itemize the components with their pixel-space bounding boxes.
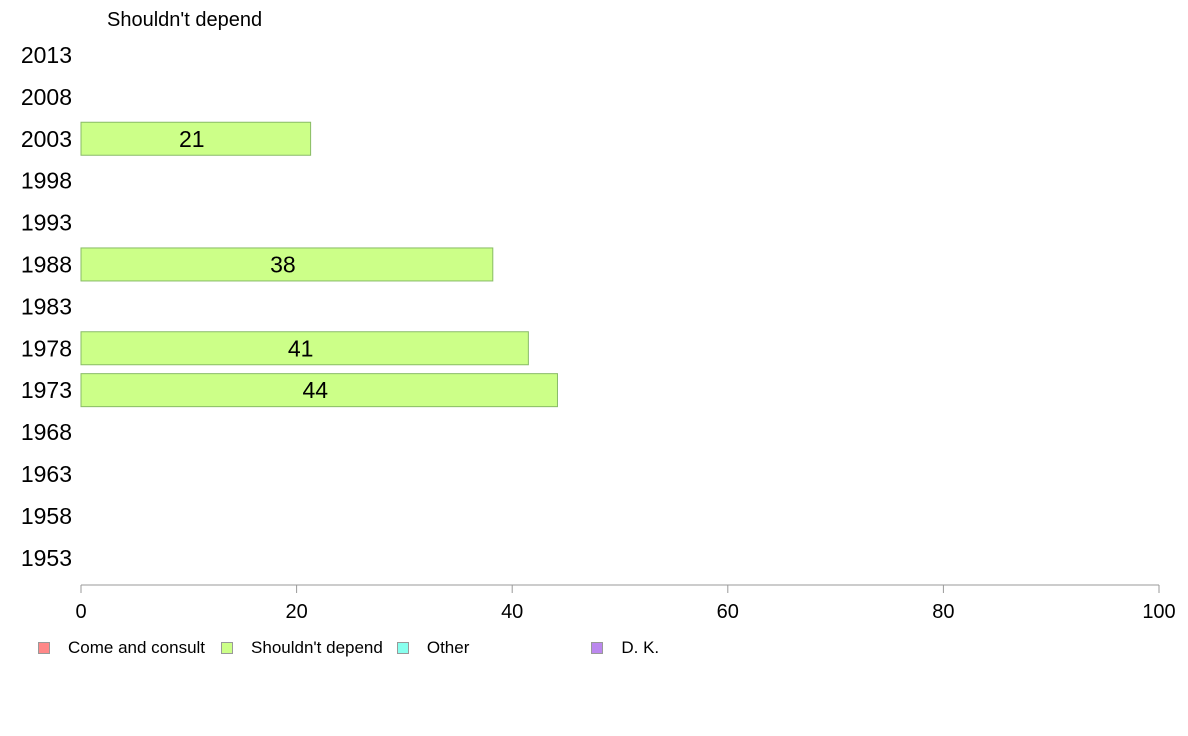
x-axis: 0 20 40 60 80 100: [75, 584, 1176, 623]
legend-item-come-and-consult: Come and consult: [38, 638, 205, 658]
y-tick-label: 1988: [21, 251, 72, 277]
y-tick-label: 1958: [21, 503, 72, 529]
x-tick-label: 0: [75, 601, 86, 623]
bar: [80, 373, 558, 408]
y-tick-label: 1983: [21, 293, 72, 319]
legend-swatch: [221, 642, 234, 654]
y-tick-label: 2008: [21, 84, 72, 110]
y-tick-label: 1973: [21, 377, 72, 403]
bar: [80, 331, 529, 366]
legend-label: Shouldn't depend: [251, 638, 383, 657]
y-axis-ticks: 2013 2008 2003 1998 1993 1988 1983 1978 1973 1968…: [21, 42, 72, 571]
legend-swatch: [38, 642, 50, 654]
legend-item-dk: D. K.: [591, 638, 659, 658]
x-tick-label: 20: [285, 601, 307, 623]
chart-title: Shouldn't depend: [107, 9, 262, 31]
bar-data-label: 44: [302, 377, 328, 403]
x-tick-label: 40: [501, 601, 523, 623]
legend-swatch: [396, 642, 409, 654]
y-tick-label: 1993: [21, 210, 72, 236]
y-tick-label: 1963: [21, 461, 72, 487]
legend: Come and consult Shouldn't depend Other …: [38, 638, 673, 658]
bars: 21 38 41 44: [80, 121, 558, 408]
y-tick-label: 1968: [21, 419, 72, 445]
y-tick-label: 2013: [21, 42, 72, 68]
legend-swatch: [591, 642, 604, 654]
bar-data-label: 21: [179, 126, 205, 152]
legend-label: Come and consult: [68, 638, 206, 657]
legend-label: D. K.: [621, 638, 660, 657]
y-tick-label: 2003: [21, 126, 72, 152]
bar: [80, 121, 312, 156]
y-tick-label: 1953: [21, 545, 72, 571]
x-tick-label: 80: [932, 601, 954, 623]
legend-item-other: Other: [396, 638, 470, 658]
legend-label: Other: [426, 638, 470, 657]
y-tick-label: 1978: [21, 335, 72, 361]
x-tick-label: 100: [1142, 601, 1175, 623]
bar-data-label: 38: [270, 251, 296, 277]
legend-item-shouldnt-depend: Shouldn't depend: [221, 638, 383, 658]
bar: [80, 247, 494, 282]
x-tick-label: 60: [717, 601, 739, 623]
bar-data-label: 41: [288, 335, 314, 361]
y-tick-label: 1998: [21, 168, 72, 194]
